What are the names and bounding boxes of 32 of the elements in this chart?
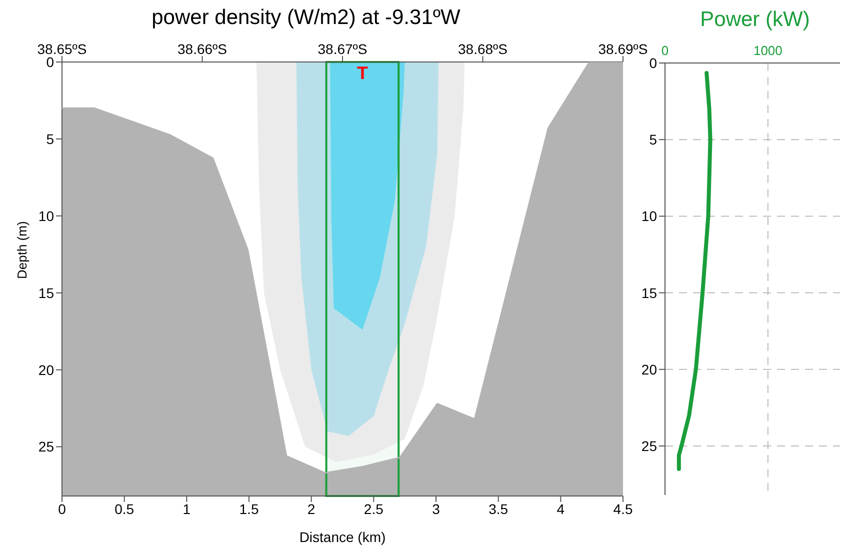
y-tick-label: 5 xyxy=(46,130,54,147)
x-tick-label: 4.5 xyxy=(613,500,633,517)
x-tick-label: 0.5 xyxy=(114,500,134,517)
x2-tick-label: 38.67ºS xyxy=(318,41,368,57)
y-tick-label: 20 xyxy=(641,361,658,378)
x2-tick-label: 38.66ºS xyxy=(178,41,227,57)
y-tick-label: 0 xyxy=(649,54,658,71)
chart-title: Power (kW) xyxy=(699,8,811,32)
y-axis-title: Depth (m) xyxy=(14,221,30,279)
annotation: T xyxy=(356,62,368,83)
x2-tick-label: 38.68ºS xyxy=(458,41,508,57)
y-tick-label: 20 xyxy=(38,362,54,378)
line-series xyxy=(676,70,712,471)
y-tick-label: 25 xyxy=(641,438,658,454)
y-tick-label: 10 xyxy=(38,208,54,224)
y-tick-label: 5 xyxy=(649,132,658,148)
x2-tick-label: 38.69ºS xyxy=(598,41,648,57)
y-tick-label: 25 xyxy=(38,438,54,455)
x-tick-label: 1000 xyxy=(753,43,782,58)
y-tick-label: 10 xyxy=(641,208,658,224)
x-tick-label: 3 xyxy=(432,500,440,517)
x-tick-label: 2 xyxy=(307,500,316,517)
x-tick-label: 2.5 xyxy=(364,500,384,517)
y-tick-label: 15 xyxy=(641,284,658,301)
x-tick-label: 0 xyxy=(58,500,66,517)
x-tick-label: 1 xyxy=(182,500,191,517)
x-tick-label: 1.5 xyxy=(239,500,259,517)
chart-title: power density (W/m2) at -9.31ºW xyxy=(150,6,462,30)
y-tick-label: 15 xyxy=(38,284,54,301)
x-axis-title: Distance (km) xyxy=(299,529,386,545)
x-tick-label: 3.5 xyxy=(488,500,508,517)
x-tick-label: 4 xyxy=(556,500,565,517)
